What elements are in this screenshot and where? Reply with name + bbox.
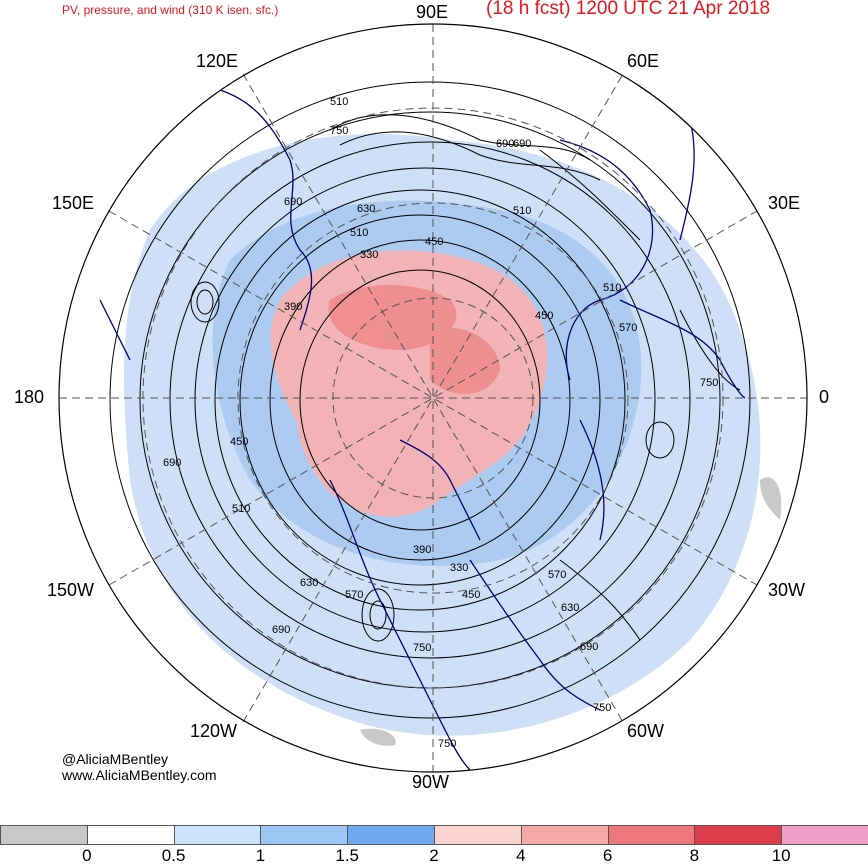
colorbar-cell: [781, 825, 868, 845]
pressure-contours: [109, 81, 751, 719]
colorbar-cell: [347, 825, 435, 845]
colorbar-label: 2: [429, 846, 439, 865]
polar-stereographic-map: 510 750 690 630 510 450 330 690 390 450 …: [58, 23, 808, 773]
forecast-time: (18 h fcst) 1200 UTC 21 Apr 2018: [486, 0, 771, 19]
colorbar-label: 10: [771, 846, 791, 865]
pressure-label: 690: [580, 641, 598, 653]
pressure-label: 450: [462, 589, 480, 601]
map-title: PV, pressure, and wind (310 K isen. sfc.…: [62, 3, 279, 17]
colorbar-cell: [260, 825, 349, 845]
pressure-label: 450: [425, 236, 443, 248]
credit-handle: @AliciaMBentley: [62, 751, 169, 767]
lon-label-60e: 60E: [627, 51, 660, 71]
pressure-label: 510: [330, 96, 348, 108]
colorbar-label: 6: [602, 846, 613, 865]
colorbar-label: 0: [82, 846, 92, 865]
pressure-label: 570: [619, 322, 637, 334]
colorbar-label: 0.5: [161, 846, 186, 865]
pressure-label: 330: [360, 249, 378, 261]
pressure-label: 690: [272, 624, 290, 636]
pressure-label: 630: [300, 577, 318, 589]
pressure-label: 750: [700, 377, 718, 389]
pressure-label: 330: [450, 562, 468, 574]
colorbar-cell: [520, 825, 609, 845]
pressure-label: 750: [413, 642, 431, 654]
credit-site: www.AliciaMBentley.com: [62, 767, 217, 783]
pressure-label: 750: [438, 738, 456, 750]
colorbar-cell: [86, 825, 175, 845]
pressure-label: 510: [513, 205, 531, 217]
pressure-label: 450: [230, 436, 248, 448]
colorbar-cell: [173, 825, 262, 845]
pressure-label: 570: [345, 589, 363, 601]
colorbar-label: 4: [516, 846, 526, 865]
lon-label-30w: 30W: [768, 580, 806, 600]
lon-label-180: 180: [14, 387, 45, 407]
pressure-label: 450: [535, 310, 553, 322]
lon-label-30e: 30E: [768, 193, 801, 213]
pressure-label: 390: [284, 301, 302, 313]
lon-label-60w: 60W: [627, 721, 665, 741]
pressure-label: 510: [603, 282, 621, 294]
pressure-label: 690: [284, 196, 302, 208]
coastlines: [99, 89, 746, 771]
lon-label-90w: 90W: [412, 772, 450, 792]
lon-label-150w: 150W: [47, 580, 95, 600]
map-boundary: [58, 23, 808, 773]
pressure-label: 510: [232, 503, 250, 515]
lon-label-120w: 120W: [190, 721, 238, 741]
pressure-label: 750: [330, 125, 348, 137]
pressure-label: 690: [496, 138, 514, 150]
pressure-label: 630: [357, 203, 375, 215]
colorbar-cell: [694, 825, 783, 845]
lon-label-0: 0: [819, 387, 830, 407]
pressure-label: 630: [561, 602, 579, 614]
pressure-label: 390: [413, 544, 431, 556]
lon-label-120e: 120E: [196, 51, 239, 71]
colorbar-label: 1: [255, 846, 266, 865]
pressure-labels: 510 750 690 630 510 450 330 690 390 450 …: [163, 96, 718, 750]
colorbar-label: 1.5: [335, 846, 360, 865]
colorbar-label: 8: [689, 846, 700, 865]
colorbar-cell: [434, 825, 522, 845]
pressure-label: 570: [548, 569, 566, 581]
colorbar-cell: [0, 825, 88, 845]
lon-label-150e: 150E: [52, 193, 95, 213]
pressure-label: 690: [513, 138, 531, 150]
colorbar-cell: [607, 825, 696, 845]
pressure-label: 750: [593, 702, 611, 714]
pressure-label: 510: [350, 227, 368, 239]
graticule: [59, 24, 807, 772]
pressure-label: 690: [163, 457, 181, 469]
lon-label-90e: 90E: [416, 2, 449, 22]
